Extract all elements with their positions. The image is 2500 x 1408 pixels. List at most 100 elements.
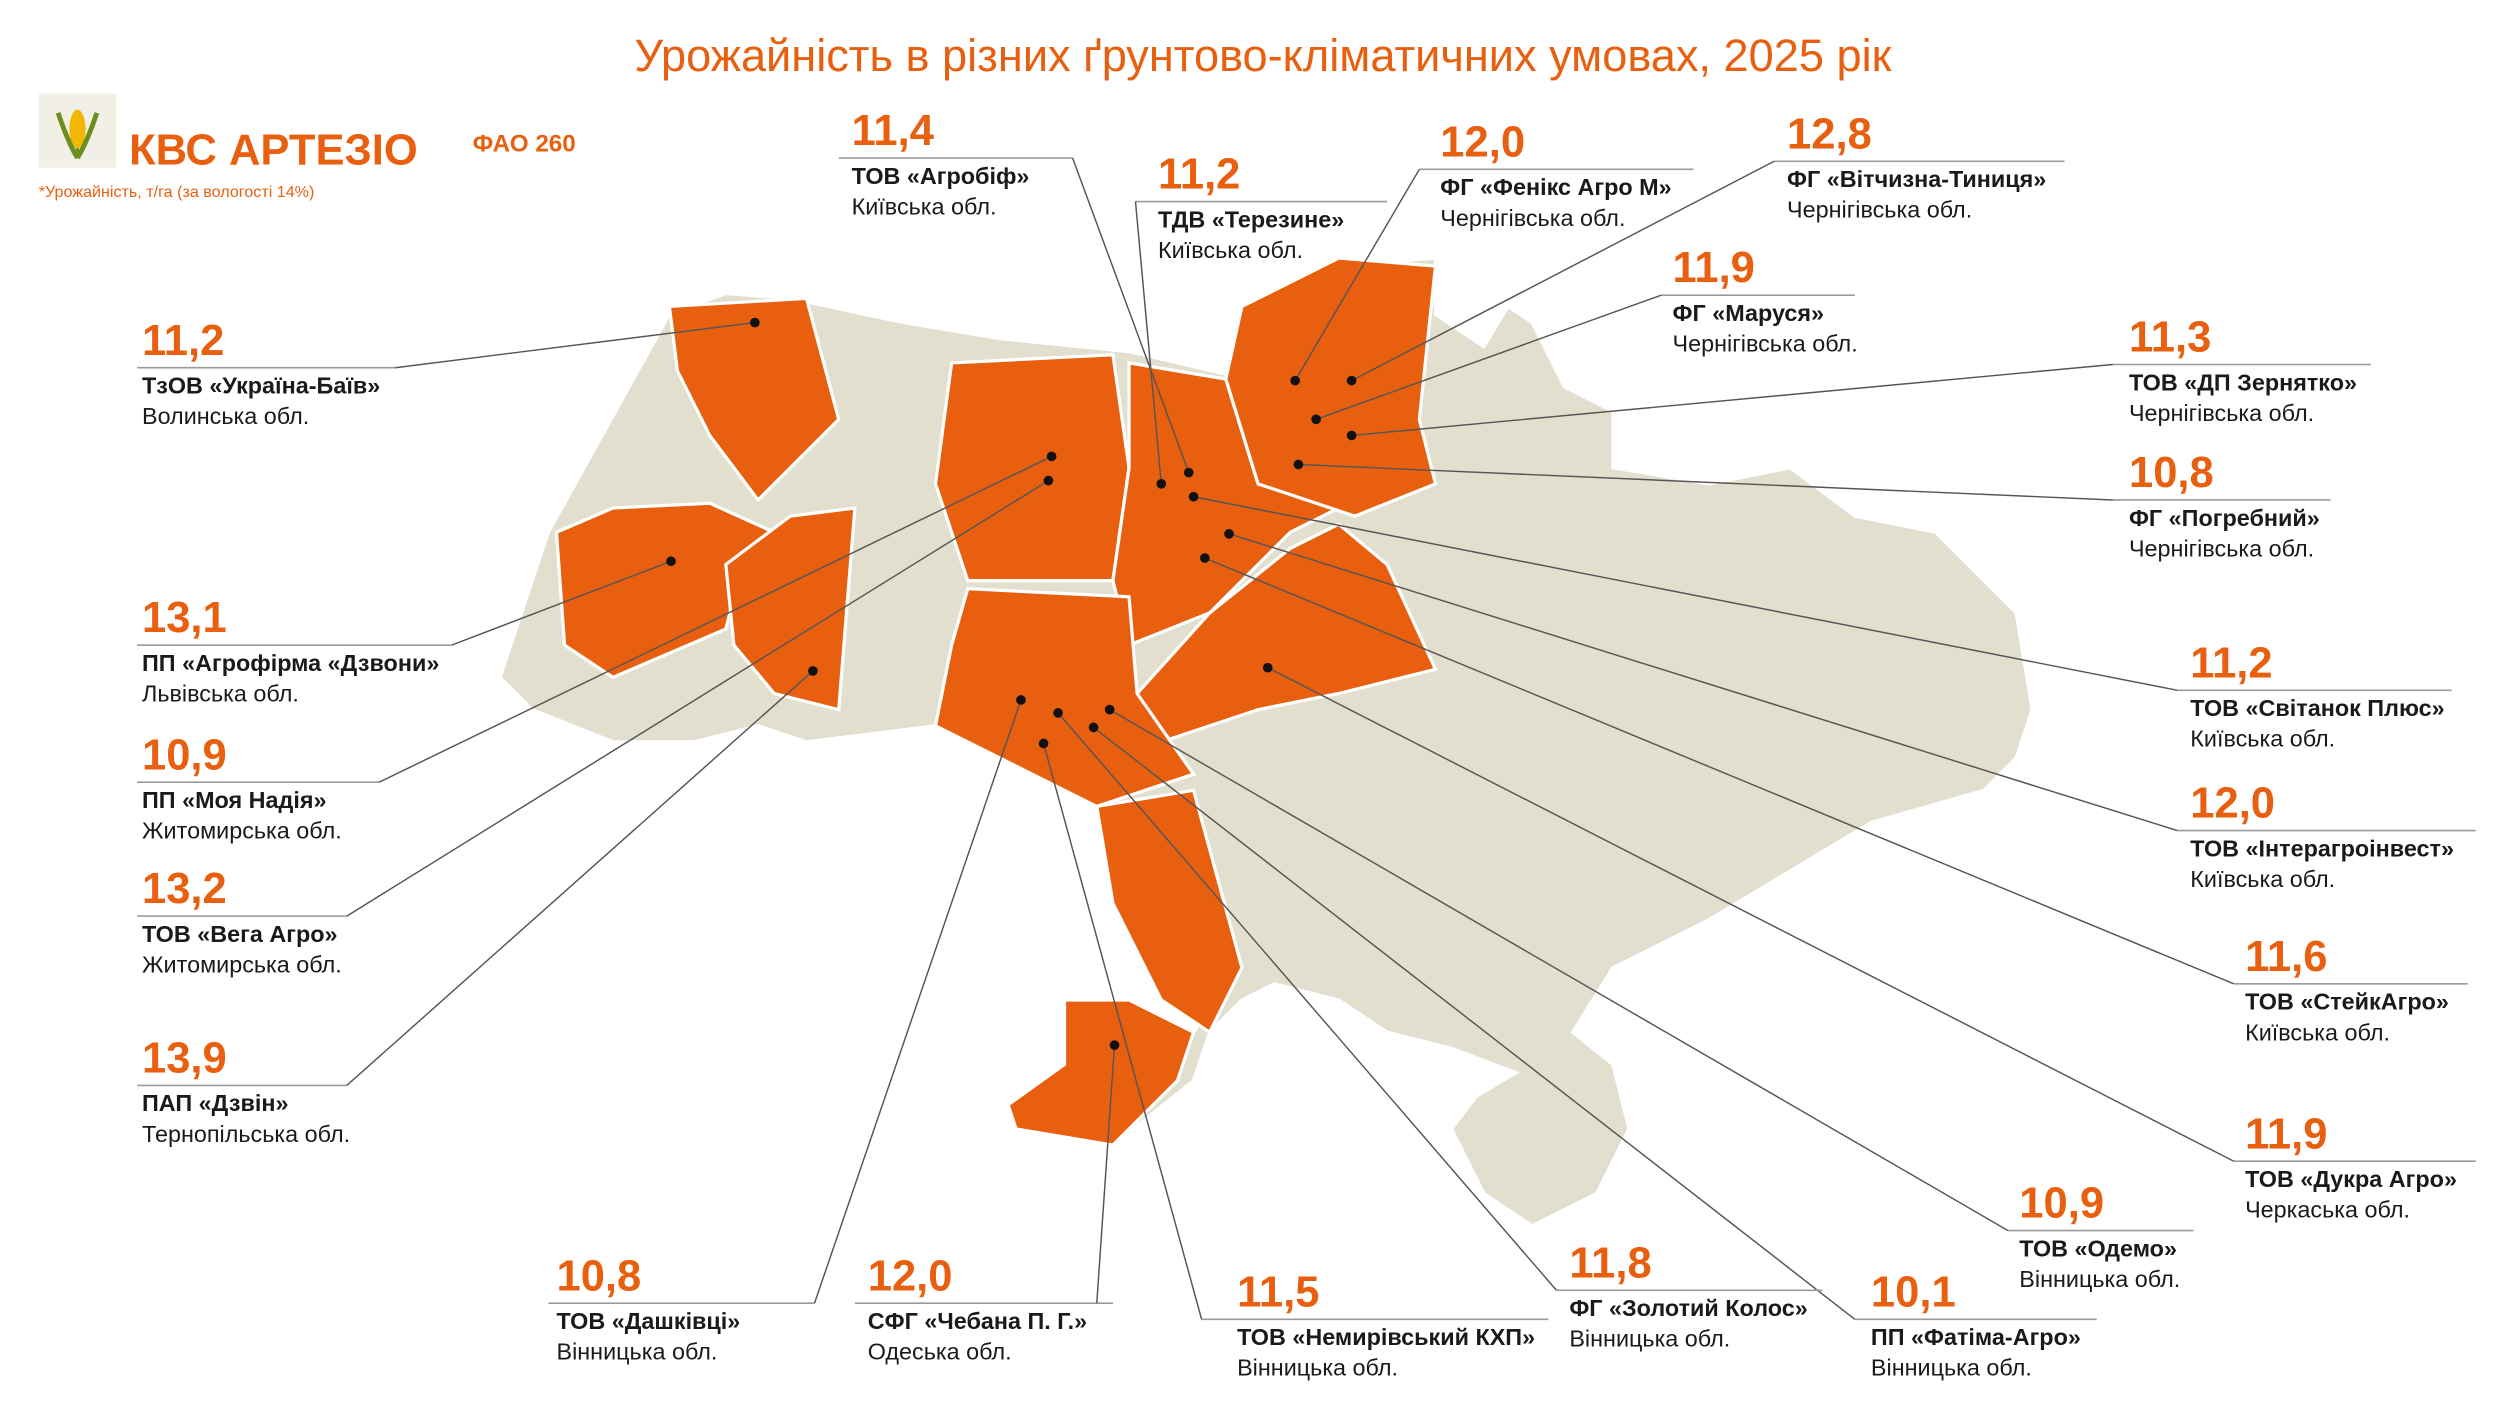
farm-label: 11,9 ТОВ «Дукра Агро» Черкаська обл. — [1262, 662, 2476, 1223]
farm-region: Вінницька обл. — [556, 1339, 717, 1365]
leader-line — [451, 560, 672, 646]
leader-line — [1193, 496, 2178, 692]
region — [1006, 998, 1196, 1147]
region — [1135, 522, 1438, 744]
yield-value: 11,8 — [1569, 1239, 1651, 1287]
location-dot — [1156, 479, 1167, 489]
farm-name: ФГ «Маруся» — [1673, 300, 1824, 326]
farm-label: 11,2 ТзОВ «Україна-Баїв» Волинська обл. — [137, 317, 760, 429]
yield-value: 11,2 — [142, 317, 224, 365]
farm-name: ПП «Моя Надія» — [142, 787, 327, 813]
leader-line — [1298, 463, 2113, 501]
yield-value: 11,2 — [2190, 639, 2272, 687]
farm-region: Одеська обл. — [868, 1339, 1012, 1365]
yield-value: 10,9 — [2019, 1180, 2104, 1228]
farm-name: ТОВ «Інтерагроінвест» — [2190, 835, 2454, 861]
farm-region: Тернопільська обл. — [142, 1121, 350, 1147]
farm-label: 13,2 ТОВ «Вега Агро» Житомирська обл. — [137, 475, 1054, 978]
region — [1224, 256, 1438, 518]
leader-line — [1096, 1045, 1116, 1304]
leader-line — [1109, 709, 2009, 1232]
yield-value: 10,8 — [2129, 449, 2214, 497]
farm-name: ФГ «Фенікс Агро М» — [1440, 174, 1671, 200]
location-dot — [1262, 662, 1273, 673]
leader-line — [1134, 201, 1163, 484]
leader-line — [346, 670, 814, 1086]
farm-label: 13,1 ПП «Агрофірма «Дзвони» Львівська обл. — [137, 556, 676, 707]
farm-label: 11,2 ТДВ «Терезине» Київська обл. — [1134, 151, 1388, 489]
yield-value: 11,9 — [2245, 1110, 2327, 1158]
farm-name: ПП «Агрофірма «Дзвони» — [142, 650, 439, 676]
farm-region: Житомирська обл. — [142, 952, 342, 978]
farm-label: 10,9 ТОВ «Одемо» Вінницька обл. — [1104, 704, 2194, 1292]
farm-label: 12,8 ФГ «Вітчизна-Тиниця» Чернігівська обл… — [1346, 110, 2065, 386]
location-dot — [1088, 722, 1099, 733]
leader-line — [1294, 168, 1420, 381]
farm-name: СФГ «Чебана П. Г.» — [868, 1308, 1087, 1334]
logo — [38, 93, 117, 168]
yield-value: 12,0 — [1440, 118, 1525, 166]
farm-region: Чернігівська обл. — [2129, 535, 2314, 561]
farm-name: ТОВ «Вега Агро» — [142, 921, 338, 947]
farm-name: ТзОВ «Україна-Баїв» — [142, 373, 380, 399]
farm-name: ФГ «Золотий Колос» — [1569, 1295, 1807, 1321]
map — [498, 256, 2034, 1228]
yield-value: 13,9 — [142, 1035, 227, 1083]
location-dot — [1200, 553, 1210, 563]
location-dot — [1104, 704, 1115, 715]
farm-label: 12,0 СФГ «Чебана П. Г.» Одеська обл. — [854, 1040, 1120, 1365]
farm-label: 11,4 ТОВ «Агробіф» Київська обл. — [838, 107, 1194, 478]
yield-value: 12,8 — [1787, 110, 1872, 158]
leader-line — [1351, 160, 1775, 382]
region — [667, 296, 841, 503]
farm-label: 12,0 ФГ «Фенікс Агро М» Чернігівська обл. — [1290, 118, 1694, 386]
farm-region: Київська обл. — [852, 194, 997, 220]
yield-value: 10,8 — [556, 1252, 641, 1300]
farm-name: ФГ «Погребний» — [2129, 505, 2320, 531]
farm-label: 13,9 ПАП «Дзвін» Тернопільська обл. — [137, 666, 818, 1147]
location-dot — [1188, 491, 1199, 502]
farm-label: 11,9 ФГ «Маруся» Чернігівська обл. — [1311, 244, 1858, 425]
yield-value: 12,0 — [2190, 780, 2275, 828]
yield-value: 13,1 — [142, 594, 227, 642]
location-dot — [1053, 708, 1063, 718]
farm-region: Київська обл. — [2245, 1019, 2390, 1045]
leader-line — [1057, 712, 1557, 1291]
yield-value: 11,4 — [852, 107, 934, 155]
farm-label: 10,1 ПП «Фатіма-Агро» Вінницька обл. — [1088, 722, 2097, 1381]
farm-region: Вінницька обл. — [1569, 1326, 1730, 1352]
location-dot — [1293, 459, 1304, 470]
title: Урожайність в різних ґрунтово-кліматични… — [634, 30, 1891, 81]
location-dot — [1311, 414, 1321, 425]
farm-name: ТОВ «Світанок Плюс» — [2190, 695, 2444, 721]
yield-value: 11,3 — [2129, 314, 2211, 362]
farm-region: Львівська обл. — [142, 681, 299, 707]
location-dot — [1043, 475, 1054, 486]
farm-label: 11,2 ТОВ «Світанок Плюс» Київська обл. — [1188, 491, 2452, 752]
farm-region: Вінницька обл. — [1871, 1355, 2032, 1381]
leader-line — [1351, 363, 2113, 437]
region — [1094, 788, 1244, 1035]
farm-region: Вінницька обл. — [2019, 1266, 2180, 1292]
leader-line — [1042, 743, 1203, 1320]
leader-line — [813, 699, 1022, 1304]
farm-name: ТОВ «СтейкАгро» — [2245, 989, 2449, 1015]
farm-region: Київська обл. — [2190, 866, 2335, 892]
farm-name: ТОВ «Немирівський КХП» — [1237, 1324, 1535, 1350]
farm-name: ТОВ «Одемо» — [2019, 1235, 2177, 1261]
farm-label: 10,8 ТОВ «Дашківці» Вінницька обл. — [548, 695, 1026, 1365]
location-dot — [1038, 738, 1049, 749]
farm-name: ТДВ «Терезине» — [1158, 206, 1344, 232]
logo-leaves — [55, 112, 100, 160]
farm-name: ТОВ «ДП Зернятко» — [2129, 369, 2357, 395]
farm-name: ТОВ «Дукра Агро» — [2245, 1166, 2457, 1192]
farm-region: Чернігівська обл. — [1787, 197, 1972, 223]
region — [724, 506, 857, 712]
farm-label: 11,8 ФГ «Золотий Колос» Вінницька обл. — [1053, 708, 1823, 1352]
farm-name: ПАП «Дзвін» — [142, 1090, 289, 1116]
farm-name: ПП «Фатіма-Агро» — [1871, 1324, 2081, 1350]
leader-line — [378, 455, 1052, 783]
leader-line — [1204, 557, 2235, 985]
